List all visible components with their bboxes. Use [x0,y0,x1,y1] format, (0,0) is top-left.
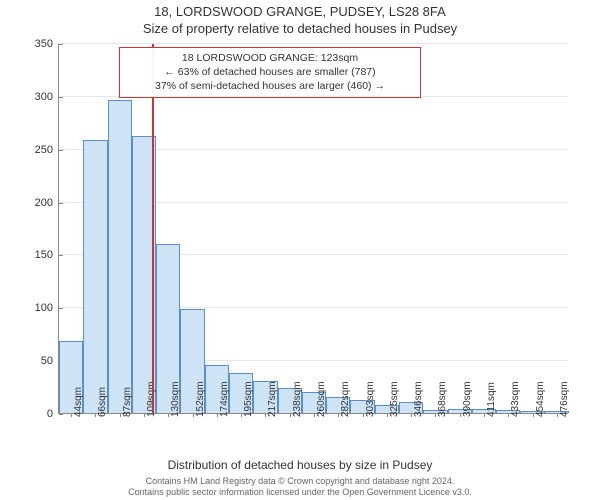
x-tick-mark [193,413,194,417]
title-subtitle: Size of property relative to detached ho… [0,19,600,36]
x-tick-mark [363,413,364,417]
property-marker-line [152,44,154,413]
x-tick-mark [241,413,242,417]
title-address: 18, LORDSWOOD GRANGE, PUDSEY, LS28 8FA [0,0,600,19]
x-tick-mark [411,413,412,417]
x-tick-mark [557,413,558,417]
x-tick-mark [484,413,485,417]
x-tick-mark [314,413,315,417]
chart-container: 18, LORDSWOOD GRANGE, PUDSEY, LS28 8FA S… [0,0,600,500]
x-tick-mark [387,413,388,417]
plot-area: 05010015020025030035044sqm66sqm87sqm109s… [58,44,568,414]
footer-line1: Contains HM Land Registry data © Crown c… [0,476,600,487]
x-tick-mark [460,413,461,417]
y-tick-label: 100 [35,302,59,314]
x-tick-mark [120,413,121,417]
x-tick-mark [71,413,72,417]
y-tick-label: 50 [41,355,59,367]
gridline [59,43,568,44]
footer: Contains HM Land Registry data © Crown c… [0,476,600,498]
x-tick-mark [290,413,291,417]
y-tick-label: 300 [35,91,59,103]
info-line1: 18 LORDSWOOD GRANGE: 123sqm [128,51,412,65]
x-tick-mark [144,413,145,417]
histogram-bar [108,100,132,413]
y-tick-label: 200 [35,197,59,209]
x-tick-mark [217,413,218,417]
y-tick-label: 150 [35,249,59,261]
x-tick-mark [533,413,534,417]
info-line2: ← 63% of detached houses are smaller (78… [128,65,412,79]
footer-line2: Contains public sector information licen… [0,487,600,498]
x-axis-label: Distribution of detached houses by size … [0,458,600,472]
property-info-box: 18 LORDSWOOD GRANGE: 123sqm← 63% of deta… [119,47,421,98]
histogram-bar [83,140,107,413]
y-tick-label: 0 [47,408,59,420]
info-line3: 37% of semi-detached houses are larger (… [128,79,412,93]
x-tick-label: 476sqm [559,381,570,417]
y-tick-label: 250 [35,144,59,156]
y-tick-label: 350 [35,38,59,50]
